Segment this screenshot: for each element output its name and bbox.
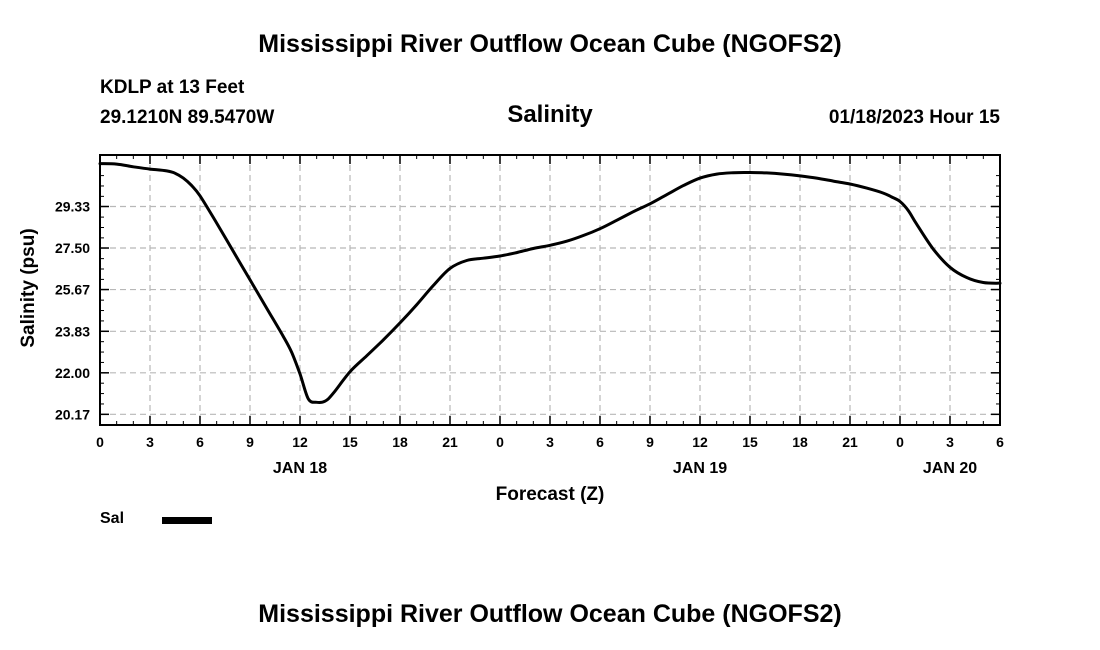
x-tick-label: 3 (146, 434, 154, 450)
series-layer (98, 162, 1002, 405)
legend-label: Sal (100, 510, 125, 527)
series-line-sal (98, 162, 1002, 405)
x-tick-label: 15 (342, 434, 358, 450)
chart-main-title: Mississippi River Outflow Ocean Cube (NG… (258, 30, 842, 58)
y-axis-label: Salinity (psu) (18, 228, 39, 347)
y-tick-label: 27.50 (55, 240, 90, 256)
x-tick-label: 0 (896, 434, 904, 450)
x-tick-label: 6 (196, 434, 204, 450)
y-tick-label: 20.17 (55, 406, 90, 422)
x-tick-label: 6 (996, 434, 1004, 450)
coordinates-label: 29.1210N 89.5470W (100, 107, 275, 128)
grid-lines (100, 155, 1000, 425)
y-tick-label: 29.33 (55, 199, 90, 215)
x-tick-label: 18 (392, 434, 408, 450)
x-tick-label: 12 (692, 434, 708, 450)
x-tick-label: 15 (742, 434, 758, 450)
x-tick-label: 3 (546, 434, 554, 450)
x-tick-label: 6 (596, 434, 604, 450)
x-tick-label: 0 (496, 434, 504, 450)
y-tick-label: 23.83 (55, 323, 90, 339)
x-tick-label: 21 (842, 434, 858, 450)
salinity-chart: 0 3 6 9 12 15 18 21 0 3 6 9 12 15 18 21 0 3 6 JAN 18 JAN 19 J… (18, 154, 1004, 505)
x-tick-label: 0 (96, 434, 104, 450)
axes: 0 3 6 9 12 15 18 21 0 3 6 9 12 15 18 21 0 3 6 JAN 18 JAN 19 J… (55, 155, 1004, 477)
date-label: JAN 20 (923, 460, 977, 477)
x-tick-label: 9 (646, 434, 654, 450)
x-tick-label: 9 (246, 434, 254, 450)
x-tick-label: 12 (292, 434, 308, 450)
footer-chart-title: Mississippi River Outflow Ocean Cube (NG… (258, 600, 842, 628)
y-tick-label: 25.67 (55, 282, 90, 298)
forecast-run-time: 01/18/2023 Hour 15 (828, 107, 1000, 128)
x-tick-label: 3 (946, 434, 954, 450)
variable-title: Salinity (507, 101, 593, 128)
date-label: JAN 18 (273, 460, 327, 477)
x-axis-label: Forecast (Z) (496, 484, 605, 505)
legend-swatch (162, 517, 212, 524)
date-label: JAN 19 (673, 460, 727, 477)
x-tick-label: 18 (792, 434, 808, 450)
station-label: KDLP at 13 Feet (100, 77, 245, 98)
y-tick-label: 22.00 (55, 365, 90, 381)
x-tick-label: 21 (442, 434, 458, 450)
